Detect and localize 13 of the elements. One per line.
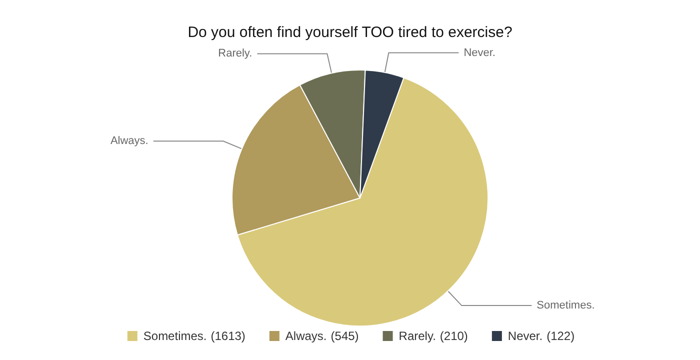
slice-label: Always. [110, 135, 148, 148]
data-label: (210) [440, 329, 468, 343]
data-label: (545) [330, 329, 359, 343]
chart-title: Do you often find yourself TOO tired to exercise? [188, 24, 512, 41]
legend-label: Always. [285, 329, 327, 343]
slice-label: Rarely. [218, 48, 252, 60]
legend-label: Sometimes. [143, 329, 207, 343]
slice-label: Sometimes. [536, 300, 595, 312]
legend-label: Never. [508, 329, 543, 343]
data-label: (122) [546, 329, 575, 343]
legend-label: Rarely. [398, 329, 436, 343]
slice-label: Never. [464, 46, 496, 59]
data-label: (1613) [210, 329, 246, 343]
